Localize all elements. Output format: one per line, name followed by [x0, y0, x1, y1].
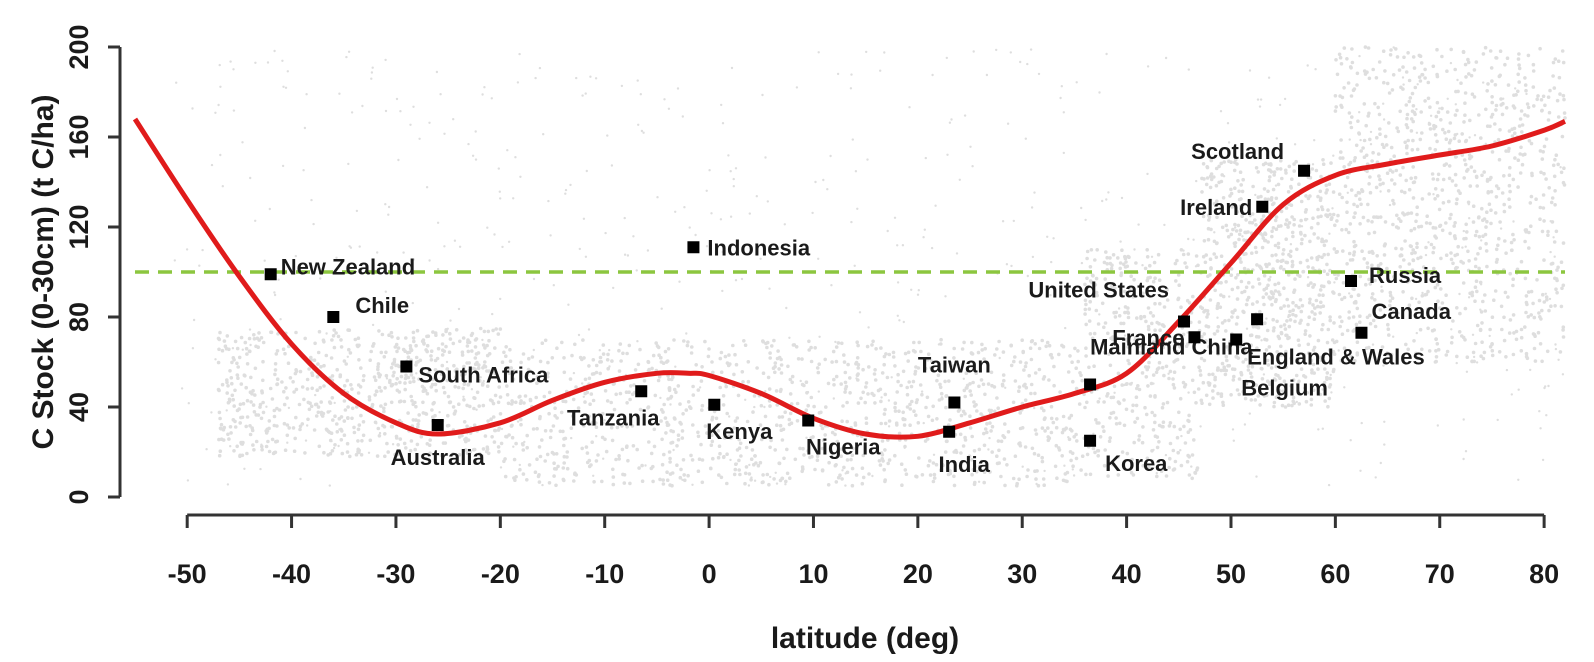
fitted-curve: [132, 117, 1567, 440]
point-france: [1188, 331, 1201, 344]
label-united-states: United States: [1028, 278, 1169, 303]
y-axis-ticks: 0 40 80 120 160 200: [64, 24, 120, 505]
x-tick-label: -10: [585, 559, 624, 589]
point-nigeria: [802, 414, 815, 427]
x-axis-ticks: -50 -40 -30 -20 -10 0 10 20 30 40 50 60 70 80: [168, 515, 1559, 589]
point-tanzania: [635, 385, 648, 398]
x-tick-label: 0: [702, 559, 717, 589]
label-nigeria: Nigeria: [806, 435, 881, 460]
x-tick-label: -50: [168, 559, 207, 589]
y-axis-title: C Stock (0-30cm) (t C/ha): [27, 94, 60, 449]
y-tick-label: 0: [64, 489, 94, 504]
x-tick-label: 70: [1425, 559, 1455, 589]
x-tick-label: 50: [1216, 559, 1246, 589]
y-tick-label: 80: [64, 302, 94, 332]
label-france: France: [1112, 325, 1184, 350]
point-indonesia: [687, 241, 700, 254]
label-kenya: Kenya: [706, 419, 773, 444]
point-new-zealand: [264, 268, 277, 281]
label-india: India: [938, 452, 990, 477]
y-tick-label: 40: [64, 392, 94, 422]
x-tick-label: 80: [1529, 559, 1559, 589]
label-korea: Korea: [1105, 451, 1168, 476]
x-tick-label: 30: [1007, 559, 1037, 589]
point-united-states: [1178, 315, 1191, 328]
label-canada: Canada: [1371, 299, 1451, 324]
label-indonesia: Indonesia: [707, 235, 810, 260]
label-england-wales: England & Wales: [1247, 344, 1425, 369]
point-chile: [327, 311, 340, 323]
point-scotland: [1298, 164, 1311, 177]
point-south-africa: [400, 360, 413, 373]
x-tick-label: -20: [481, 559, 520, 589]
axes: 0 40 80 120 160 200 -50 -40 -30 -20 -10 0 10 20 30 40 5…: [64, 24, 1559, 589]
x-tick-label: -40: [272, 559, 311, 589]
point-australia: [431, 419, 444, 431]
label-belgium: Belgium: [1241, 376, 1328, 401]
point-kenya: [708, 398, 721, 411]
y-tick-label: 120: [64, 204, 94, 249]
label-tanzania: Tanzania: [567, 405, 660, 430]
label-scotland: Scotland: [1191, 139, 1284, 164]
x-axis-title: latitude (deg): [771, 622, 959, 655]
point-belgium: [1230, 333, 1243, 346]
y-tick-label: 160: [64, 114, 94, 159]
label-new-zealand: New Zealand: [281, 254, 415, 279]
point-mainland-china: [1084, 378, 1097, 391]
x-tick-label: 20: [903, 559, 933, 589]
country-points: New Zealand Chile South Africa Australia Tan…: [264, 139, 1452, 477]
point-korea: [1084, 434, 1097, 447]
point-russia: [1345, 275, 1358, 287]
label-australia: Australia: [391, 445, 486, 470]
label-mainland-china: Mainland China: [1090, 335, 1253, 360]
label-south-africa: South Africa: [418, 363, 549, 388]
x-tick-label: 10: [798, 559, 828, 589]
point-india: [943, 425, 956, 438]
point-canada: [1355, 326, 1368, 339]
label-ireland: Ireland: [1180, 195, 1252, 220]
label-chile: Chile: [355, 293, 409, 318]
point-ireland: [1256, 200, 1269, 213]
label-russia: Russia: [1369, 263, 1442, 288]
y-tick-label: 200: [64, 24, 94, 69]
x-tick-label: 40: [1112, 559, 1142, 589]
x-tick-label: 60: [1320, 559, 1350, 589]
x-tick-label: -30: [376, 559, 415, 589]
label-taiwan: Taiwan: [918, 353, 991, 378]
point-england-wales: [1251, 313, 1264, 326]
point-taiwan: [948, 396, 961, 409]
